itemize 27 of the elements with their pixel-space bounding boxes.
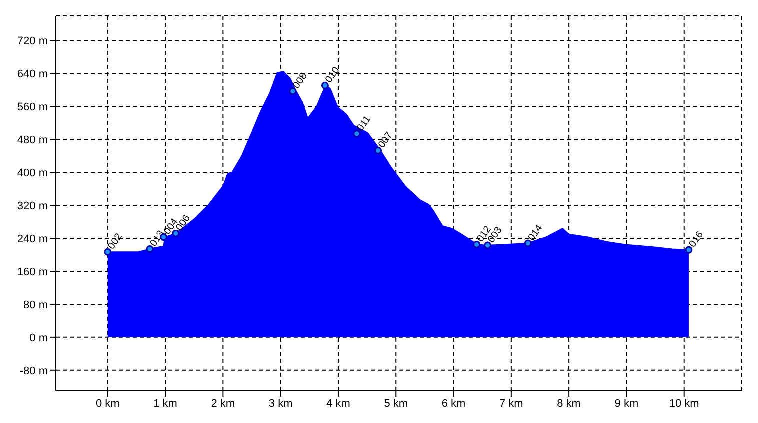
x-tick-label: 2 km [211,398,236,410]
y-tick-label: 240 m [17,233,48,246]
annotation: 014 [526,222,546,244]
y-tick-label: 160 m [17,266,48,278]
x-tick-label: 1 km [154,398,178,410]
x-tick-label: 4 km [326,398,350,410]
x-tick-label: 7 km [499,398,524,410]
x-tick-label: 10 km [669,398,700,410]
y-tick-label: 640 m [17,68,48,81]
annotation: 011 [355,114,374,134]
y-tick-label: 720 m [17,36,48,48]
x-tick-label: 5 km [384,398,408,410]
x-tick-label: 0 km [96,398,120,410]
y-tick-label: 0 m [30,332,48,344]
y-tick-label: 560 m [17,102,48,114]
y-tick-label: 320 m [17,200,48,212]
x-tick-label: 6 km [442,398,466,410]
y-tick-label: 80 m [24,299,48,312]
y-tick-label: 480 m [17,134,48,147]
annotation: 010 [324,65,342,86]
y-tick-label: -80 m [20,365,48,378]
x-tick-label: 3 km [268,398,293,410]
y-tick-label: 400 m [17,168,48,180]
annotation: 007 [376,130,396,150]
annotation: 008 [291,70,310,92]
x-tick-label: 8 km [557,398,581,410]
x-tick-label: 9 km [614,398,639,410]
